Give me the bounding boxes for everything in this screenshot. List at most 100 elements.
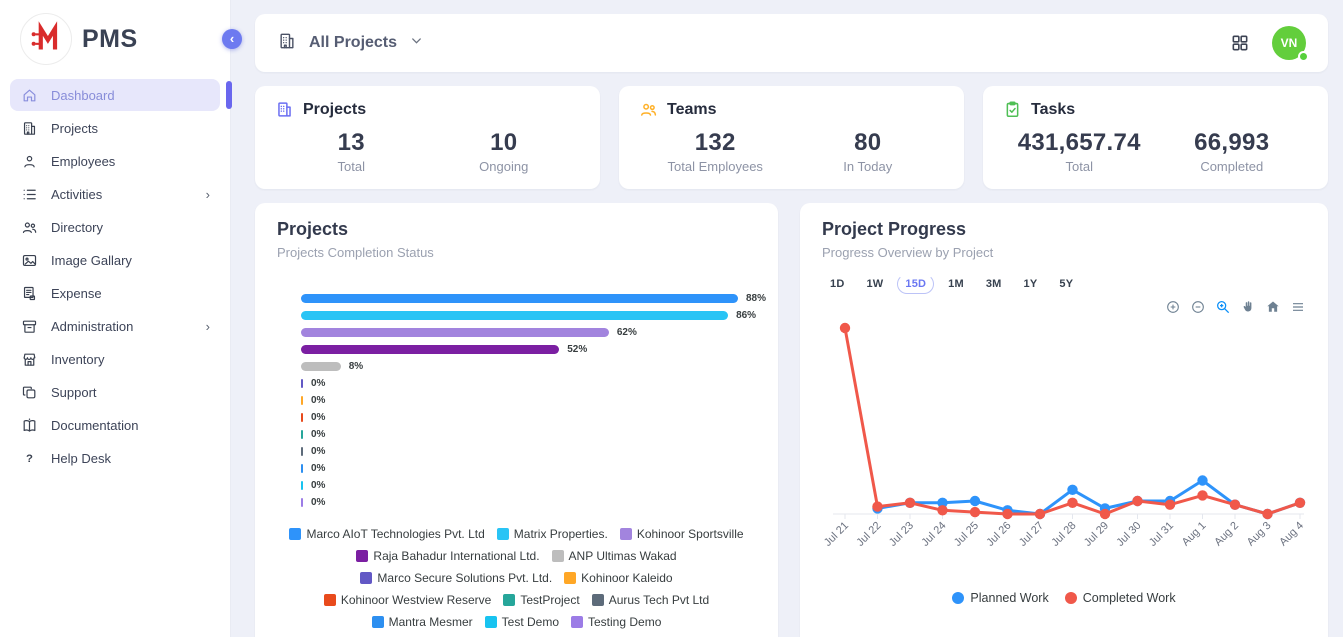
bar-row[interactable]: 0% [301,477,763,494]
progress-chart-subtitle: Progress Overview by Project [822,245,994,260]
bar[interactable] [301,481,303,490]
legend-item-anp-ultimas-wakad[interactable]: ANP Ultimas Wakad [551,549,677,563]
legend-item-marco-aiot-technologies-pvt-ltd[interactable]: Marco AIoT Technologies Pvt. Ltd [289,527,485,541]
bar-value-label: 0% [311,412,326,423]
legend-swatch [484,616,497,628]
range-button-1y[interactable]: 1Y [1023,278,1038,290]
legend-item-aurus-tech-pvt-ltd[interactable]: Aurus Tech Pvt Ltd [591,593,709,607]
bar-row[interactable]: 0% [301,392,763,409]
person-icon [20,152,38,170]
bar[interactable] [301,345,560,354]
sidebar-item-label: Image Gallary [51,252,132,268]
bar-value-label: 8% [348,361,364,372]
bar-value-label: 88% [746,293,767,304]
sidebar-item-label: Projects [51,120,98,136]
bar-row[interactable]: 8% [301,358,763,375]
avatar-initials: VN [1280,36,1298,50]
legend-item-marco-secure-solutions-pvt-ltd[interactable]: Marco Secure Solutions Pvt. Ltd. [360,571,552,585]
zoom-out-icon[interactable] [1190,299,1206,315]
bar[interactable] [301,328,609,337]
sidebar-collapse-button[interactable]: ‹ [222,29,242,49]
legend-item-kohinoor-sportsville[interactable]: Kohinoor Sportsville [619,527,744,541]
bar[interactable] [301,464,303,473]
legend-item-kohinoor-kaleido[interactable]: Kohinoor Kaleido [564,571,673,585]
chevron-right-icon: › [205,318,210,334]
stat-label: Ongoing [479,159,529,174]
stat-value: 10 [490,129,518,156]
legend-item-test-demo[interactable]: Test Demo [484,615,559,629]
range-button-1d[interactable]: 1D [830,278,845,290]
range-button-15d[interactable]: 15D [897,274,935,294]
bar[interactable] [301,413,303,422]
list-icon [20,185,38,203]
stat-label: Total [1065,159,1093,174]
legend-item-testing-demo[interactable]: Testing Demo [571,615,661,629]
bar-row[interactable]: 88% [301,290,767,307]
bar[interactable] [301,362,341,371]
legend-item-mantra-mesmer[interactable]: Mantra Mesmer [371,615,473,629]
bar[interactable] [301,379,303,388]
user-avatar[interactable]: VN [1272,26,1309,62]
sidebar-item-employees[interactable]: Employees [10,145,220,177]
zoom-in-icon[interactable] [1165,299,1181,315]
bar-row[interactable]: 0% [301,409,763,426]
bar[interactable] [301,311,729,320]
bar[interactable] [301,396,303,405]
legend-item-completed-work[interactable]: Completed Work [1064,591,1176,605]
legend-item-matrix-properties[interactable]: Matrix Properties. [496,527,608,541]
bar-row[interactable]: 0% [301,494,763,511]
sidebar-item-projects[interactable]: Projects [10,112,220,144]
legend-item-testproject[interactable]: TestProject [503,593,580,607]
apps-grid-icon[interactable] [1230,33,1250,53]
bar-row[interactable]: 0% [301,426,763,443]
sidebar-item-documentation[interactable]: Documentation [10,409,220,441]
bar[interactable] [301,447,303,456]
sidebar-item-support[interactable]: Support [10,376,220,408]
range-button-5y[interactable]: 5Y [1059,278,1074,290]
reset-zoom-icon[interactable] [1265,299,1281,315]
bar-value-label: 0% [311,429,326,440]
legend-item-planned-work[interactable]: Planned Work [952,591,1049,605]
sidebar-item-image-gallary[interactable]: Image Gallary [10,244,220,276]
bar-row[interactable]: 0% [301,460,763,477]
sidebar-item-directory[interactable]: Directory [10,211,220,243]
legend-item-raja-bahadur-international-ltd[interactable]: Raja Bahadur International Ltd. [356,549,540,563]
bar-row[interactable]: 86% [301,307,763,324]
progress-line-chart[interactable]: Jul 21 Jul 22 Jul 23 Jul 24 Jul 25 Jul 26 Jul … [822,316,1306,589]
chart-toolbar [822,298,1306,316]
range-button-3m[interactable]: 3M [985,278,1002,290]
home-icon [20,86,38,104]
bar-row[interactable]: 0% [301,375,763,392]
sidebar-item-dashboard[interactable]: Dashboard [10,79,232,111]
stat-label: Total Employees [667,159,763,174]
svg-text:Aug 2: Aug 2 [1212,520,1241,549]
bar[interactable] [301,294,738,303]
stat-card-tasks: Tasks 431,657.74 Total 66,993 Completed [983,86,1328,189]
sidebar-item-help-desk[interactable]: ? Help Desk [10,442,220,474]
pan-icon[interactable] [1240,299,1256,315]
bar[interactable] [301,430,303,439]
project-filter-dropdown[interactable]: All Projects [277,31,424,56]
projects-bar-chart[interactable]: 88% 86% 62% 52% 8% 0% 0% 0% 0% 0% 0% 0% 0% [301,290,767,511]
bar-row[interactable]: 0% [301,443,763,460]
bar-row[interactable]: 52% [301,341,763,358]
online-status-dot [1298,51,1309,62]
legend-item-kohinoor-westview-reserve[interactable]: Kohinoor Westview Reserve [323,593,491,607]
company-logo-icon [20,13,72,65]
svg-text:Aug 1: Aug 1 [1180,520,1209,549]
legend-swatch [356,550,369,562]
bar[interactable] [301,498,303,507]
sidebar-item-administration[interactable]: Administration › [10,310,220,342]
legend-label: Raja Bahadur International Ltd. [373,549,540,563]
bar-row[interactable]: 62% [301,324,763,341]
sidebar-item-activities[interactable]: Activities › [10,178,220,210]
sidebar-item-inventory[interactable]: Inventory [10,343,220,375]
menu-icon[interactable] [1290,299,1306,315]
legend-label: Marco Secure Solutions Pvt. Ltd. [377,571,553,585]
range-button-1w[interactable]: 1W [866,278,884,290]
svg-text:Jul 23: Jul 23 [887,520,916,549]
sidebar-item-expense[interactable]: Expense [10,277,220,309]
range-button-1m[interactable]: 1M [948,278,964,290]
selection-zoom-icon[interactable] [1215,299,1231,315]
sidebar-item-label: Support [51,384,97,400]
